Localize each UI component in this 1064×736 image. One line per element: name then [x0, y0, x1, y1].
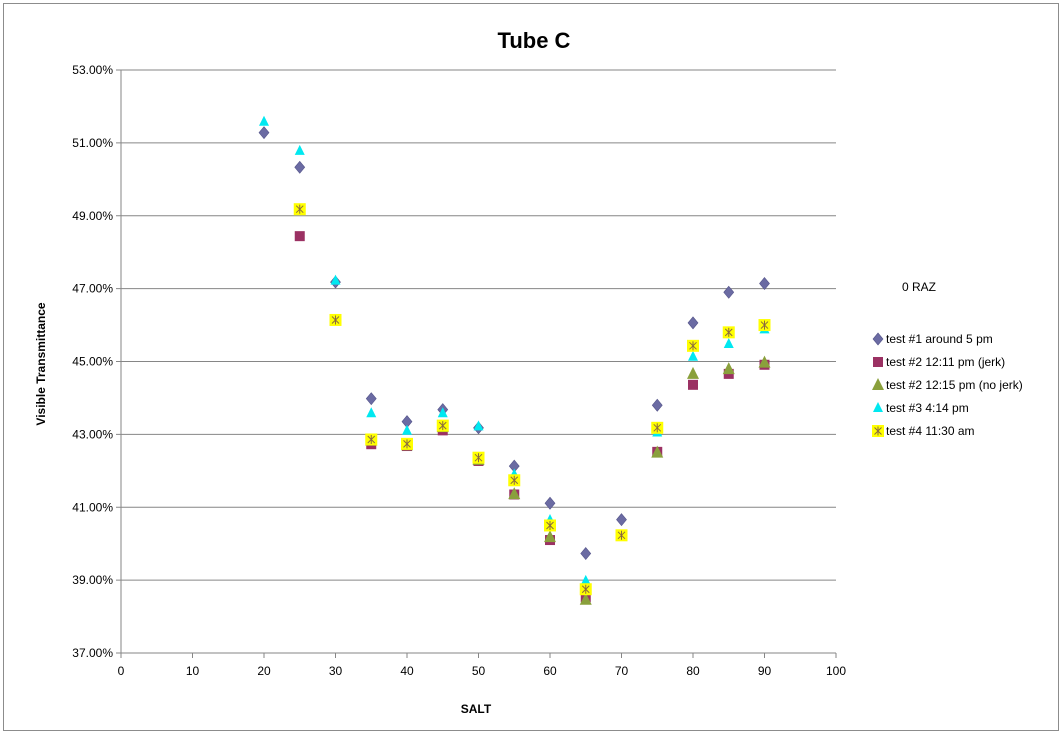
legend-label: test #3 4:14 pm	[886, 401, 969, 415]
data-point	[508, 487, 521, 500]
chart-title: Tube C	[498, 28, 571, 53]
data-point	[329, 313, 342, 326]
data-point	[508, 474, 521, 487]
data-point	[402, 424, 412, 435]
x-tick-label: 70	[615, 664, 629, 678]
y-tick-label: 45.00%	[72, 355, 113, 369]
legend-marker	[872, 425, 884, 437]
data-point	[651, 398, 663, 412]
data-point	[294, 144, 305, 155]
data-point	[366, 407, 377, 418]
y-tick-label: 53.00%	[72, 63, 113, 77]
legend-label: test #2 12:11 pm (jerk)	[886, 355, 1005, 369]
data-point	[294, 160, 306, 174]
data-point	[722, 326, 735, 339]
data-point	[580, 547, 592, 560]
data-point	[759, 277, 770, 290]
chart-frame: Tube C 37.00% 39.00% 41.00% 43.00% 45.00% 47.…	[3, 3, 1059, 731]
legend-marker	[872, 378, 884, 390]
x-tick-label: 10	[186, 664, 200, 678]
data-point	[651, 445, 664, 458]
data-point	[722, 362, 735, 375]
legend-marker	[873, 357, 883, 367]
data-point	[294, 231, 305, 242]
data-point	[365, 392, 377, 406]
legend-marker	[873, 402, 883, 412]
y-axis-title: Visible Transmittance	[34, 302, 48, 425]
x-tick-label: 80	[686, 664, 700, 678]
chart-svg: Tube C 37.00% 39.00% 41.00% 43.00% 45.00% 47.…	[34, 28, 1023, 716]
x-tick-label: 100	[826, 664, 846, 678]
data-point	[365, 433, 378, 446]
data-point	[258, 126, 270, 140]
legend-marker	[872, 332, 884, 346]
x-tick-label: 0	[118, 664, 125, 678]
data-point	[544, 530, 556, 543]
grid-layer	[121, 69, 836, 654]
legend-label: test #2 12:15 pm (no jerk)	[886, 378, 1023, 392]
data-point	[330, 274, 341, 285]
data-point	[616, 513, 627, 527]
data-point	[580, 574, 591, 585]
x-axis-title: SALT	[461, 702, 492, 716]
data-point	[437, 407, 448, 418]
legend-label: test #4 11:30 am	[886, 424, 975, 438]
y-tick-label: 37.00%	[72, 646, 113, 660]
data-point	[579, 592, 592, 605]
y-tick-label: 49.00%	[72, 209, 113, 223]
legend-label: test #1 around 5 pm	[886, 332, 993, 346]
data-point	[473, 420, 484, 431]
data-point	[579, 583, 592, 596]
data-point	[723, 338, 734, 349]
y-tick-label: 43.00%	[72, 427, 113, 441]
data-point	[687, 366, 699, 379]
data-point	[688, 379, 698, 390]
x-tick-label: 50	[472, 664, 486, 678]
data-point	[758, 319, 771, 332]
data-point	[651, 421, 664, 434]
data-point	[544, 519, 556, 532]
y-tick-label: 41.00%	[72, 500, 113, 514]
series-3	[365, 355, 771, 605]
data-point	[723, 285, 735, 299]
data-point	[687, 316, 699, 330]
data-point	[259, 115, 269, 126]
x-tick-label: 60	[543, 664, 557, 678]
x-tick-label: 90	[758, 664, 772, 678]
data-point	[758, 355, 771, 368]
data-point	[688, 350, 698, 361]
legend-annotation: 0 RAZ	[902, 280, 936, 294]
data-point	[472, 451, 485, 464]
x-tick-label: 30	[329, 664, 343, 678]
series-2	[294, 231, 770, 603]
data-point	[401, 437, 413, 450]
legend: test #1 around 5 pm test #2 12:11 pm (jer…	[872, 332, 1023, 438]
axis-layer: 37.00% 39.00% 41.00% 43.00% 45.00% 47.00% 49.0…	[72, 63, 846, 678]
series-5	[293, 203, 771, 596]
data-point	[293, 203, 306, 216]
y-tick-label: 39.00%	[72, 573, 113, 587]
y-tick-label: 51.00%	[72, 136, 113, 150]
x-tick-label: 20	[257, 664, 271, 678]
y-tick-label: 47.00%	[72, 282, 113, 296]
points-layer	[258, 115, 771, 605]
x-tick-label: 40	[400, 664, 414, 678]
data-point	[615, 529, 628, 542]
data-point	[687, 339, 699, 352]
data-point	[436, 419, 449, 432]
series-1	[258, 126, 770, 560]
data-point	[544, 496, 556, 510]
